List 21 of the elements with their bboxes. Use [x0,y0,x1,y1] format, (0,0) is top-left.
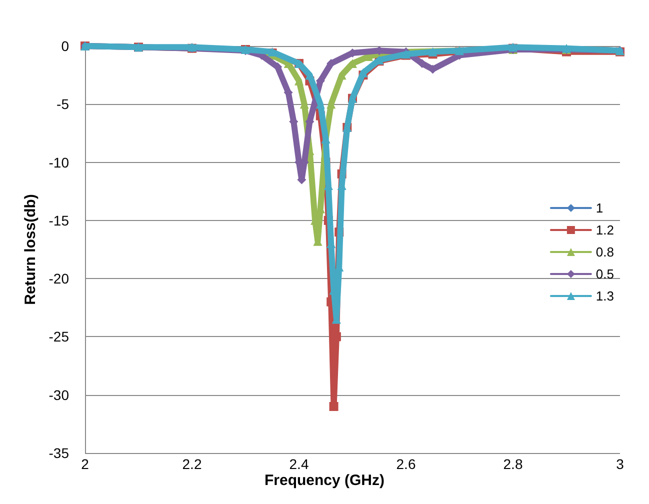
legend-label: 1.3 [596,288,614,304]
x-tick-label: 2.4 [289,456,309,472]
x-tick-label: 3 [616,456,624,472]
y-tick-label: -20 [48,270,70,287]
x-tick-label: 2.2 [182,456,202,472]
y-tick-label: -10 [48,154,70,170]
y-tick-label: -30 [48,386,70,403]
y-tick-label: 0 [61,38,70,54]
legend-label: 1.2 [596,222,614,238]
y-tick-label: -15 [48,212,70,228]
y-tick-label: -5 [56,96,70,112]
x-tick-label: 2.8 [503,456,523,472]
y-tick-label: -25 [48,328,70,345]
x-tick-label: 2.6 [396,456,416,472]
legend-label: 0.8 [596,244,614,260]
y-tick-label: -35 [48,445,70,461]
x-tick-label: 2 [81,456,90,472]
y-axis-title: Return loss(db) [22,194,39,305]
x-axis-title: Frequency (GHz) [264,472,385,489]
legend-label: 0.5 [596,266,614,282]
legend-label: 1 [596,200,604,216]
